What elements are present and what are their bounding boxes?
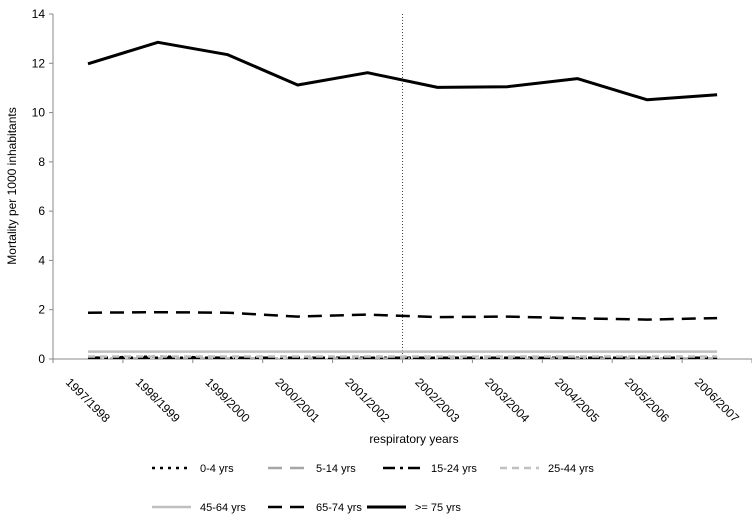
x-tick-label: 2001/2002 (342, 375, 392, 425)
y-tick-label: 2 (38, 303, 45, 317)
legend-label: 5-14 yrs (316, 463, 356, 475)
legend-label: 65-74 yrs (316, 502, 362, 514)
x-tick-label: 2000/2001 (273, 375, 323, 425)
x-tick-label: 2003/2004 (482, 375, 532, 425)
y-tick-label: 10 (32, 106, 46, 120)
y-tick-label: 14 (32, 7, 46, 21)
x-tick-label: 2006/2007 (692, 375, 742, 425)
y-axis-ticks: 0 2 4 6 8 10 12 14 (32, 7, 53, 366)
x-tick-label: 1999/2000 (203, 375, 253, 425)
x-axis-ticks: 1997/1998 1998/1999 1999/2000 2000/2001 2001… (52, 359, 752, 425)
legend-label: 45-64 yrs (200, 502, 246, 514)
x-tick-label: 2002/2003 (412, 375, 462, 425)
legend-label: >= 75 yrs (415, 502, 461, 514)
x-tick-label: 1998/1999 (133, 375, 183, 425)
legend: 0-4 yrs 5-14 yrs 15-24 yrs 25-44 yrs 45-64 y… (152, 463, 594, 514)
y-tick-label: 8 (38, 155, 45, 169)
series-line-65-74-yrs (87, 310, 718, 321)
legend-label: 25-44 yrs (548, 463, 594, 475)
y-tick-label: 0 (38, 352, 45, 366)
x-tick-label: 2005/2006 (622, 375, 672, 425)
x-tick-label: 2004/2005 (552, 375, 602, 425)
legend-label: 0-4 yrs (200, 463, 234, 475)
legend-label: 15-24 yrs (431, 463, 477, 475)
y-tick-label: 12 (32, 56, 46, 70)
x-tick-label: 1997/1998 (63, 375, 113, 425)
series-line-75-yrs (87, 40, 718, 102)
y-tick-label: 6 (38, 204, 45, 218)
y-tick-label: 4 (38, 253, 45, 267)
y-axis-label: Mortality per 1000 inhabitants (5, 107, 19, 264)
series-lines (87, 40, 718, 360)
x-axis-label: respiratory years (369, 432, 458, 446)
